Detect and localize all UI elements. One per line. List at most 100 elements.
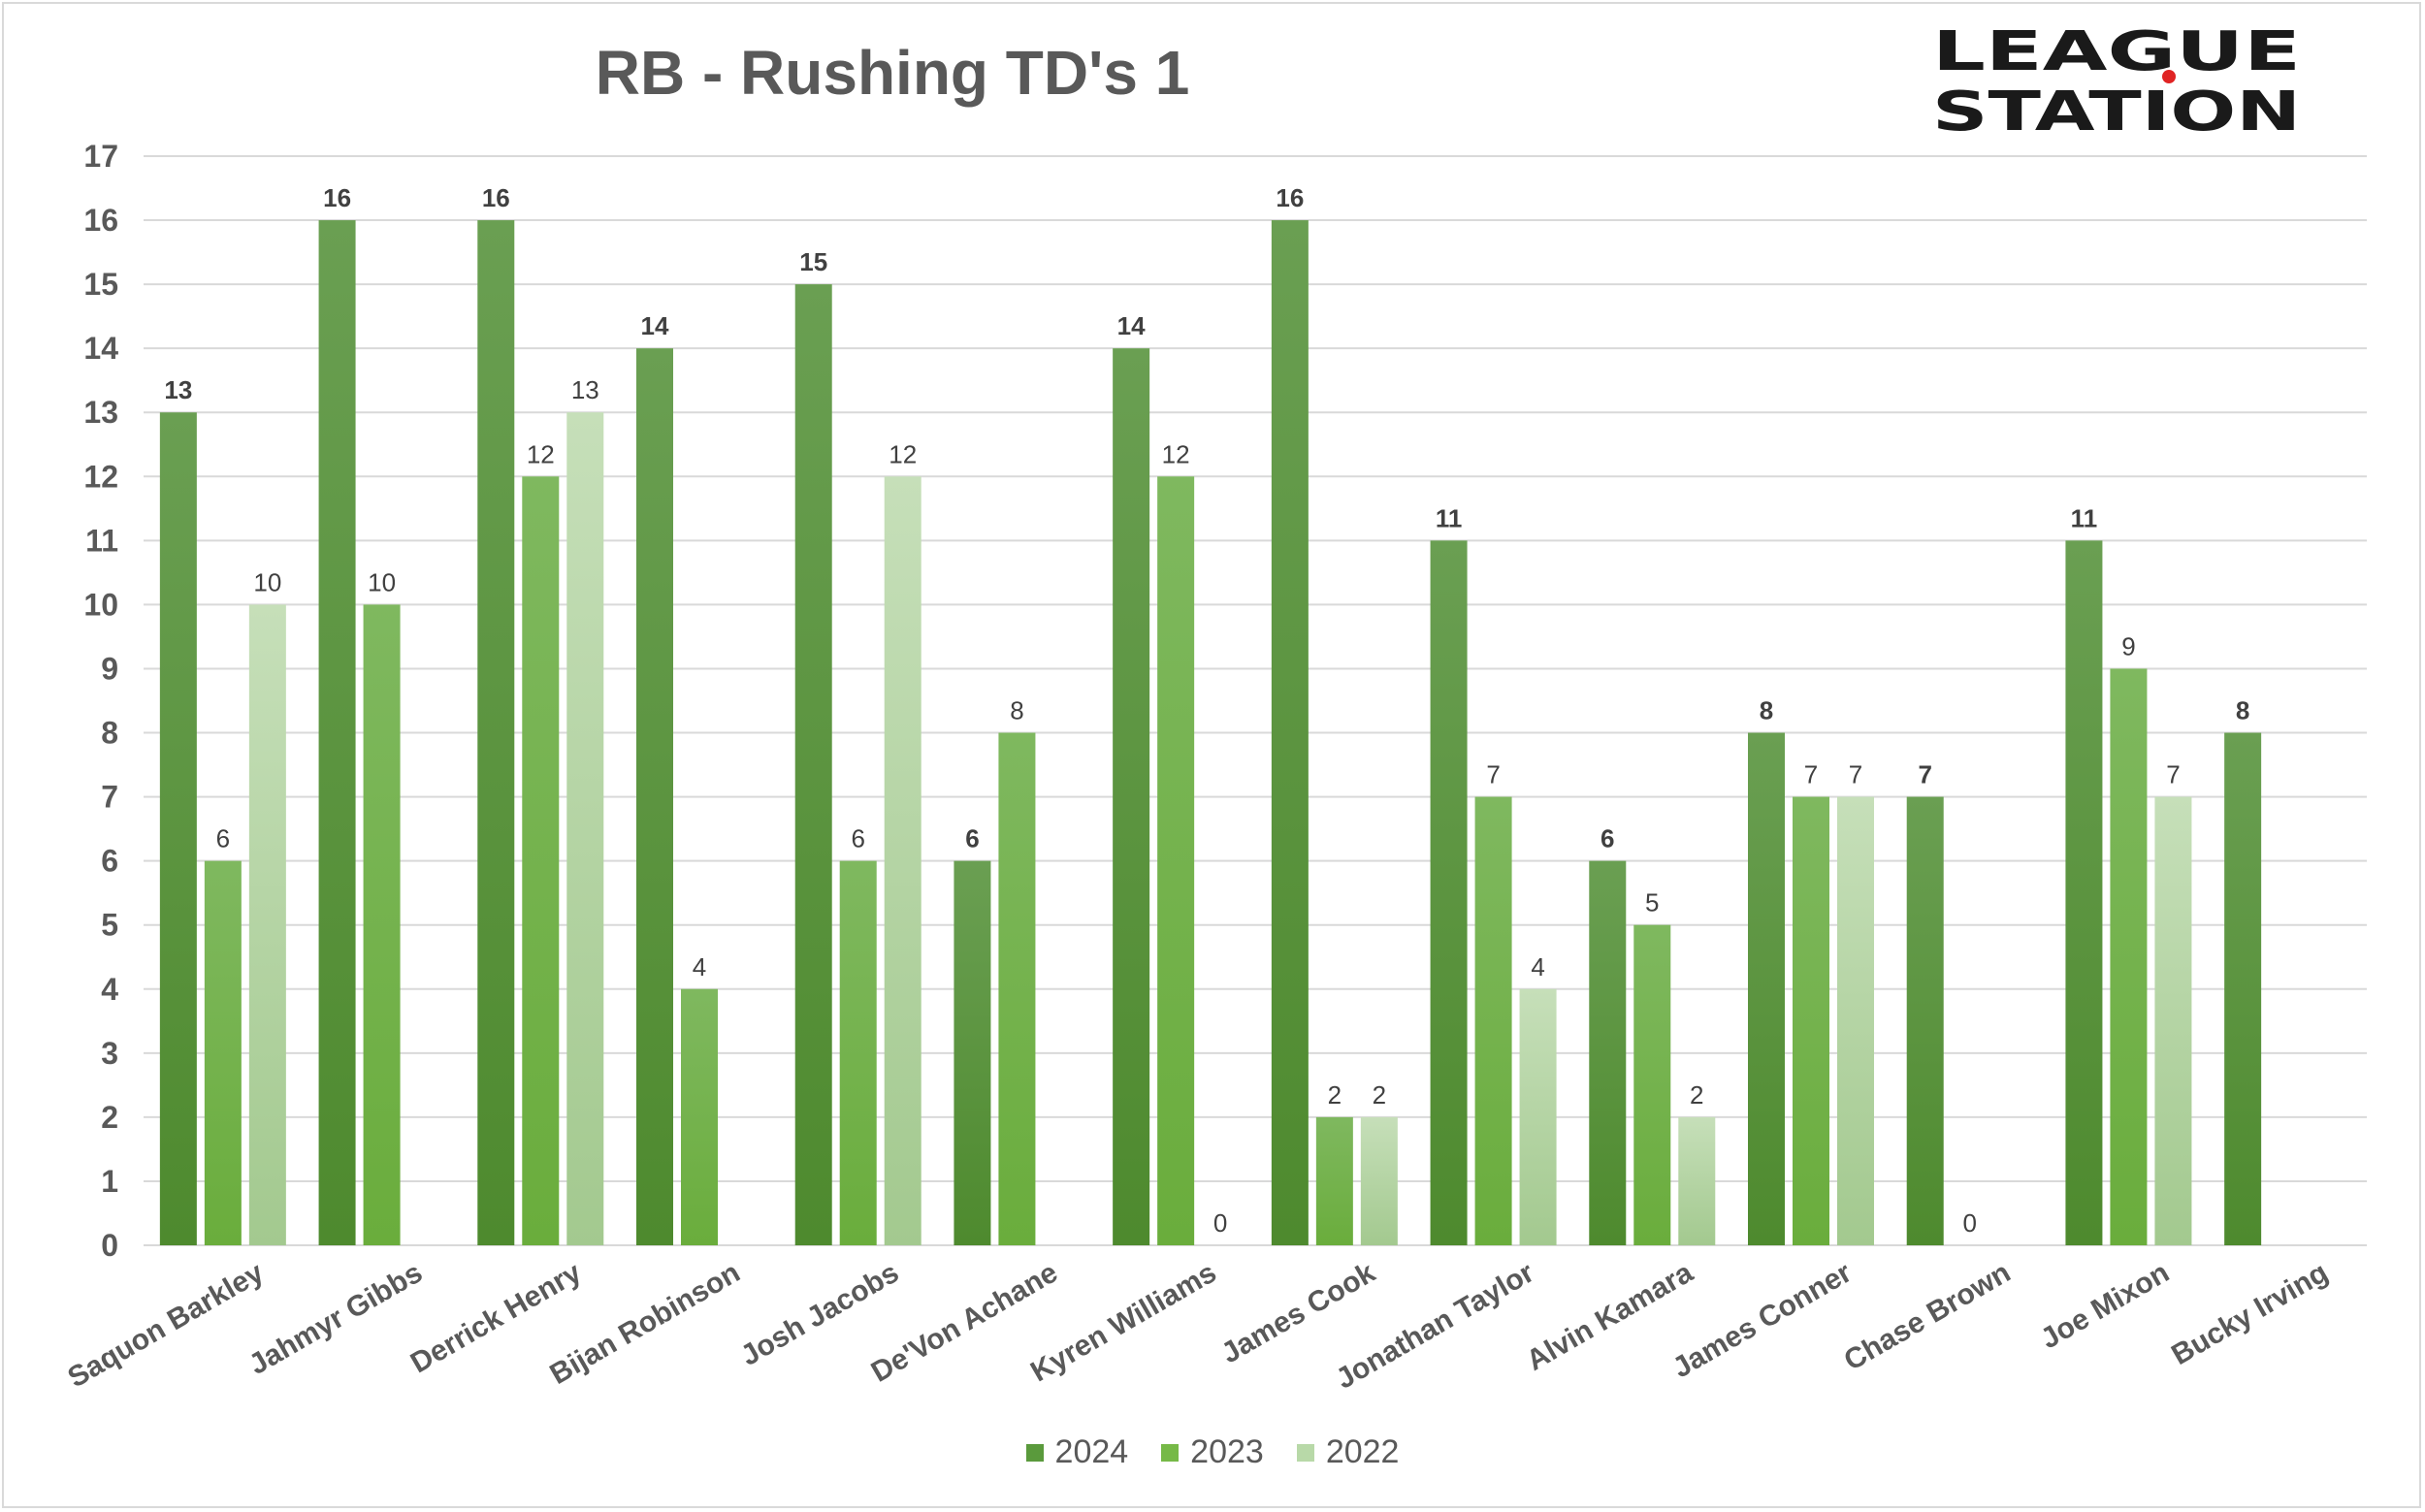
y-tick-label: 16 (83, 203, 118, 238)
bar-2024 (1748, 732, 1785, 1245)
data-label-2024: 13 (164, 375, 192, 404)
data-label-2024: 8 (1760, 696, 1773, 725)
logo-line-2: STATION (1932, 80, 2301, 138)
data-label-2023: 12 (527, 439, 555, 468)
data-label-2023: 5 (1645, 888, 1659, 917)
bar-2022 (1519, 988, 1557, 1245)
bar-2024 (2224, 732, 2262, 1245)
bar-2022 (2154, 796, 2192, 1245)
data-label-2024: 6 (1600, 824, 1614, 853)
data-label-2022: 12 (889, 439, 917, 468)
logo-red-dot (2162, 70, 2176, 83)
data-label-2023: 7 (1486, 760, 1500, 789)
data-label-2023: 8 (1010, 696, 1023, 725)
data-label-2024: 16 (1276, 183, 1304, 212)
data-label-2022: 10 (253, 567, 281, 596)
logo-line-1: LEAGUE (1932, 21, 2301, 83)
bar-2024 (318, 220, 356, 1245)
y-tick-label: 9 (101, 651, 118, 686)
bar-2023 (1474, 796, 1512, 1245)
bar-2023 (681, 988, 718, 1245)
bar-2024 (1113, 348, 1150, 1245)
data-label-2024: 14 (1117, 311, 1146, 340)
legend: 2024 2023 2022 (0, 1433, 2425, 1471)
data-label-2022: 2 (1373, 1080, 1386, 1110)
bar-2023 (998, 732, 1036, 1245)
y-tick-label: 4 (101, 972, 118, 1007)
y-tick-label: 15 (83, 267, 118, 302)
data-label-2024: 14 (641, 311, 669, 340)
data-label-2023: 9 (2121, 631, 2135, 660)
bar-2023 (1315, 1116, 1353, 1245)
data-label-2024: 8 (2236, 696, 2249, 725)
legend-item-2022[interactable]: 2022 (1296, 1433, 1400, 1471)
data-label-2022: 7 (1849, 760, 1862, 789)
data-label-2023: 12 (1162, 439, 1190, 468)
bar-2023 (522, 476, 560, 1245)
bar-2022 (884, 476, 922, 1245)
x-tick-label: Chase Brown (1839, 1256, 2017, 1376)
bar-2024 (794, 284, 832, 1245)
data-labels: 13 6 10 16 10 16 12 13 14 4 15 6 12 6 8 14 12 0 16 2 2 11 7 4 6 5… (164, 183, 2249, 1238)
y-tick-label: 14 (83, 331, 118, 366)
gridlines (144, 155, 2367, 1246)
data-label-2024: 11 (1436, 503, 1463, 532)
legend-swatch-2022 (1296, 1443, 1314, 1462)
legend-label-2023: 2023 (1190, 1433, 1264, 1470)
bar-2024 (1589, 860, 1627, 1245)
data-label-2023: 6 (851, 824, 864, 853)
bars (159, 220, 2262, 1245)
bar-2022 (1678, 1116, 1716, 1245)
data-label-2024: 6 (965, 824, 979, 853)
legend-item-2024[interactable]: 2024 (1025, 1433, 1128, 1471)
y-tick-label: 10 (83, 587, 118, 622)
y-tick-label: 7 (101, 780, 118, 815)
bar-2023 (1633, 924, 1671, 1245)
data-label-2023: 7 (1804, 760, 1818, 789)
data-label-2024: 16 (482, 183, 510, 212)
data-label-2023: 2 (1328, 1080, 1342, 1110)
bar-2023 (204, 860, 242, 1245)
legend-swatch-2024 (1025, 1443, 1044, 1462)
x-tick-label: Saquon Barkley (62, 1256, 269, 1394)
data-label-2022: 13 (571, 375, 599, 404)
data-label-2023: 6 (216, 824, 230, 853)
data-label-2024: 16 (323, 183, 351, 212)
data-label-2022: 0 (1213, 1208, 1227, 1238)
bar-2024 (636, 348, 673, 1245)
y-tick-label: 1 (101, 1164, 118, 1199)
y-tick-label: 6 (101, 844, 118, 879)
data-label-2022: 7 (2166, 760, 2180, 789)
legend-label-2022: 2022 (1325, 1433, 1400, 1470)
bar-2024 (477, 220, 515, 1245)
bar-2022 (566, 412, 604, 1245)
legend-item-2023[interactable]: 2023 (1161, 1433, 1264, 1471)
x-tick-label: James Conner (1667, 1256, 1858, 1384)
y-tick-label: 0 (101, 1228, 118, 1263)
bar-2022 (1360, 1116, 1398, 1245)
chart-title: RB - Rushing TD's 1 (595, 38, 1190, 108)
bar-2024 (159, 412, 197, 1245)
data-label-2023: 4 (693, 952, 706, 981)
y-tick-label: 5 (101, 908, 118, 943)
data-label-2024: 11 (2071, 503, 2098, 532)
x-tick-label: Jahmyr Gibbs (243, 1256, 428, 1381)
bar-2022 (248, 604, 286, 1245)
bar-2024 (1430, 540, 1468, 1245)
y-tick-label: 3 (101, 1036, 118, 1071)
bar-2023 (839, 860, 877, 1245)
y-tick-label: 11 (85, 523, 118, 558)
data-label-2023: 0 (1962, 1208, 1976, 1238)
bar-2023 (1157, 476, 1195, 1245)
bar-2023 (2110, 668, 2148, 1245)
league-station-logo: LEAGUE STATION (1932, 21, 2301, 138)
data-label-2022: 2 (1690, 1080, 1703, 1110)
data-label-2022: 4 (1531, 952, 1544, 981)
y-tick-label: 2 (101, 1100, 118, 1135)
y-tick-label: 8 (101, 716, 118, 751)
data-label-2024: 7 (1918, 760, 1931, 789)
